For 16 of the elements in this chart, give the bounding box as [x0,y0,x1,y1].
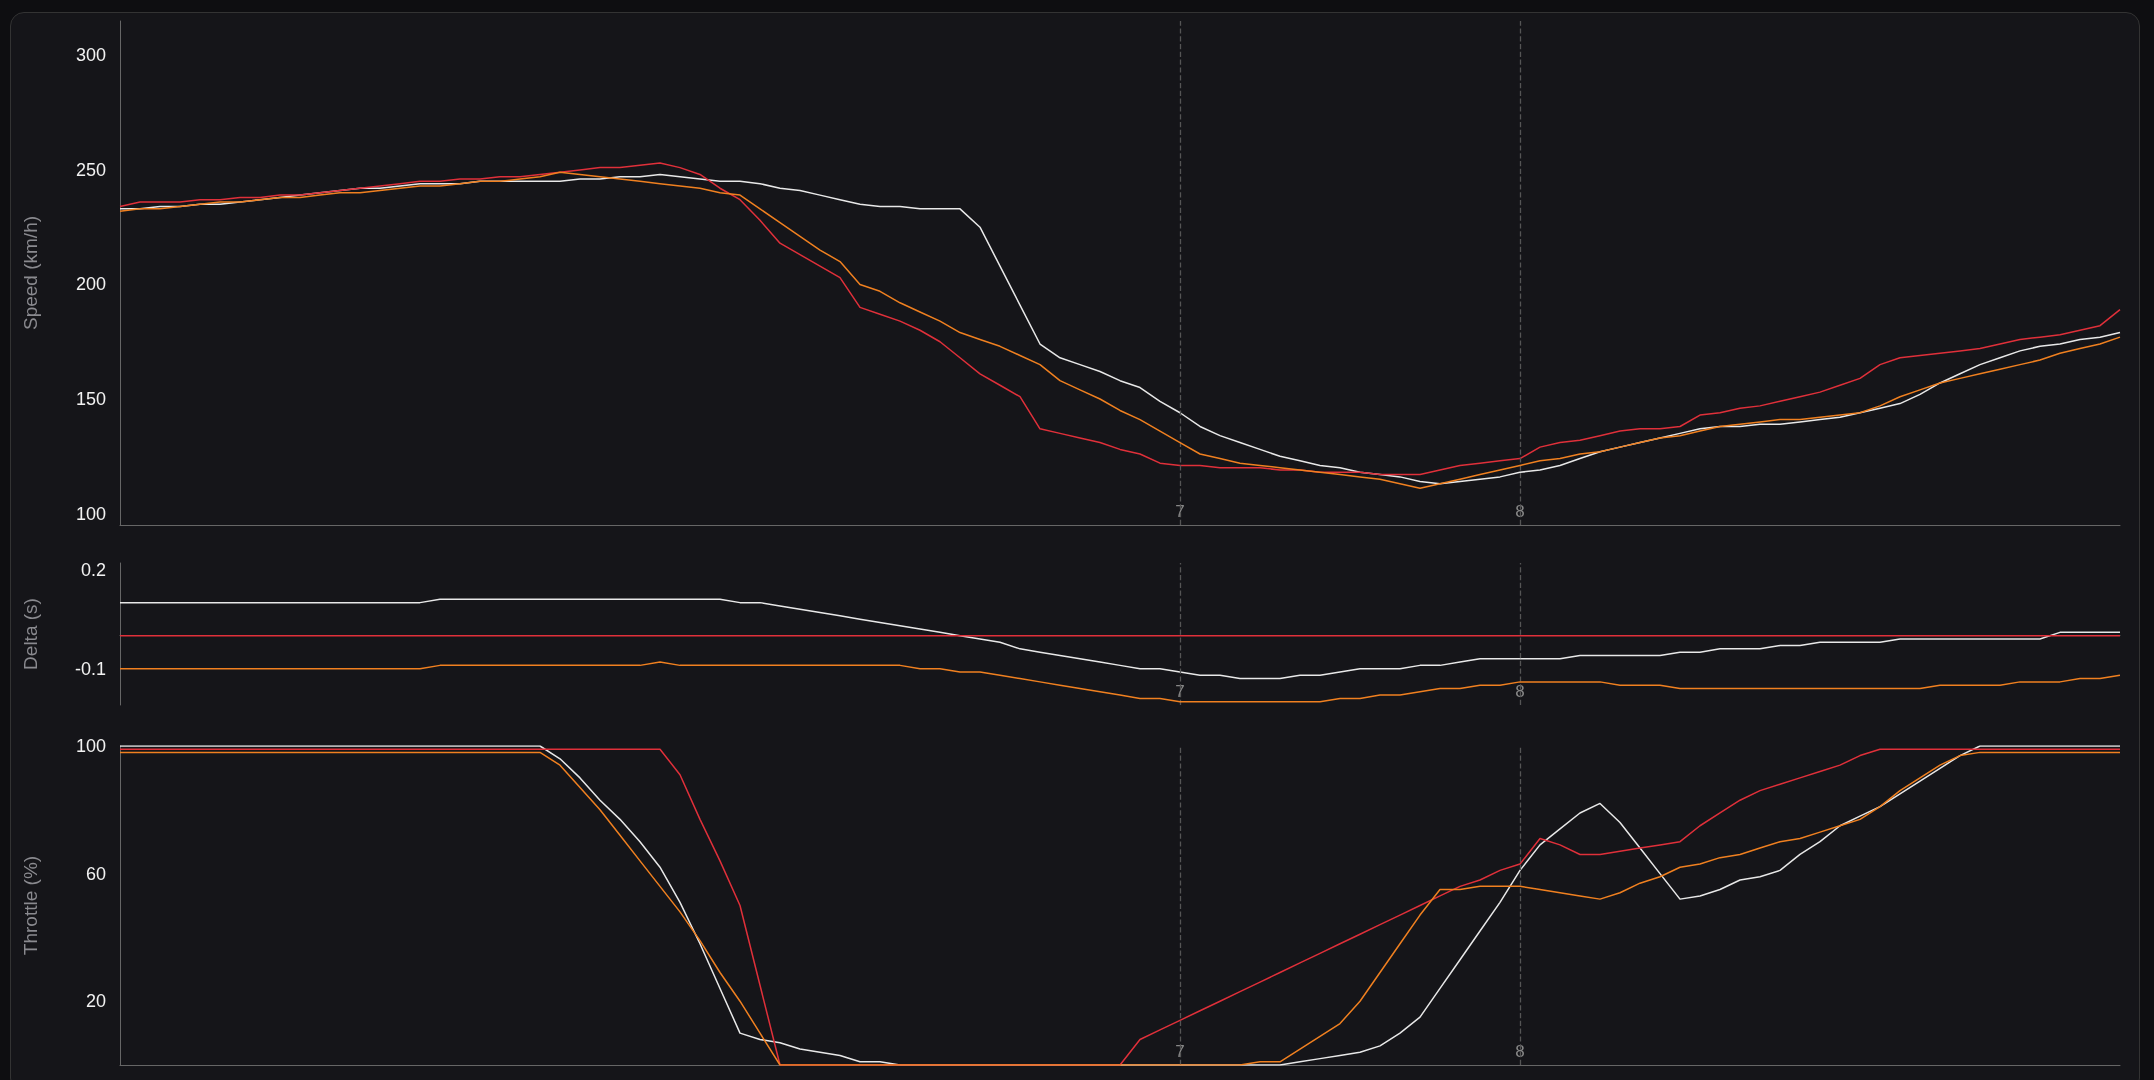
y-tick-label: 300 [75,45,106,66]
y-tick-label: 250 [75,159,106,180]
y-tick-label: 0.2 [80,559,106,580]
y-tick-label: 150 [75,389,106,409]
y-tick-label: -0.1 [74,658,106,679]
y-axis-title: Throttle (%) [20,855,41,956]
y-axis-title: Delta (s) [20,598,41,670]
y-axis-title: Speed (km/h) [20,215,41,331]
y-tick-label: 100 [75,736,106,756]
x-tick-label: 8 [1515,1042,1525,1061]
x-tick-label: 8 [1515,502,1525,521]
y-tick-label: 60 [85,863,106,884]
y-tick-label: 200 [75,274,106,295]
x-tick-label: 8 [1515,682,1525,701]
y-tick-label: 100 [75,503,106,524]
y-tick-label: 20 [85,991,106,1012]
